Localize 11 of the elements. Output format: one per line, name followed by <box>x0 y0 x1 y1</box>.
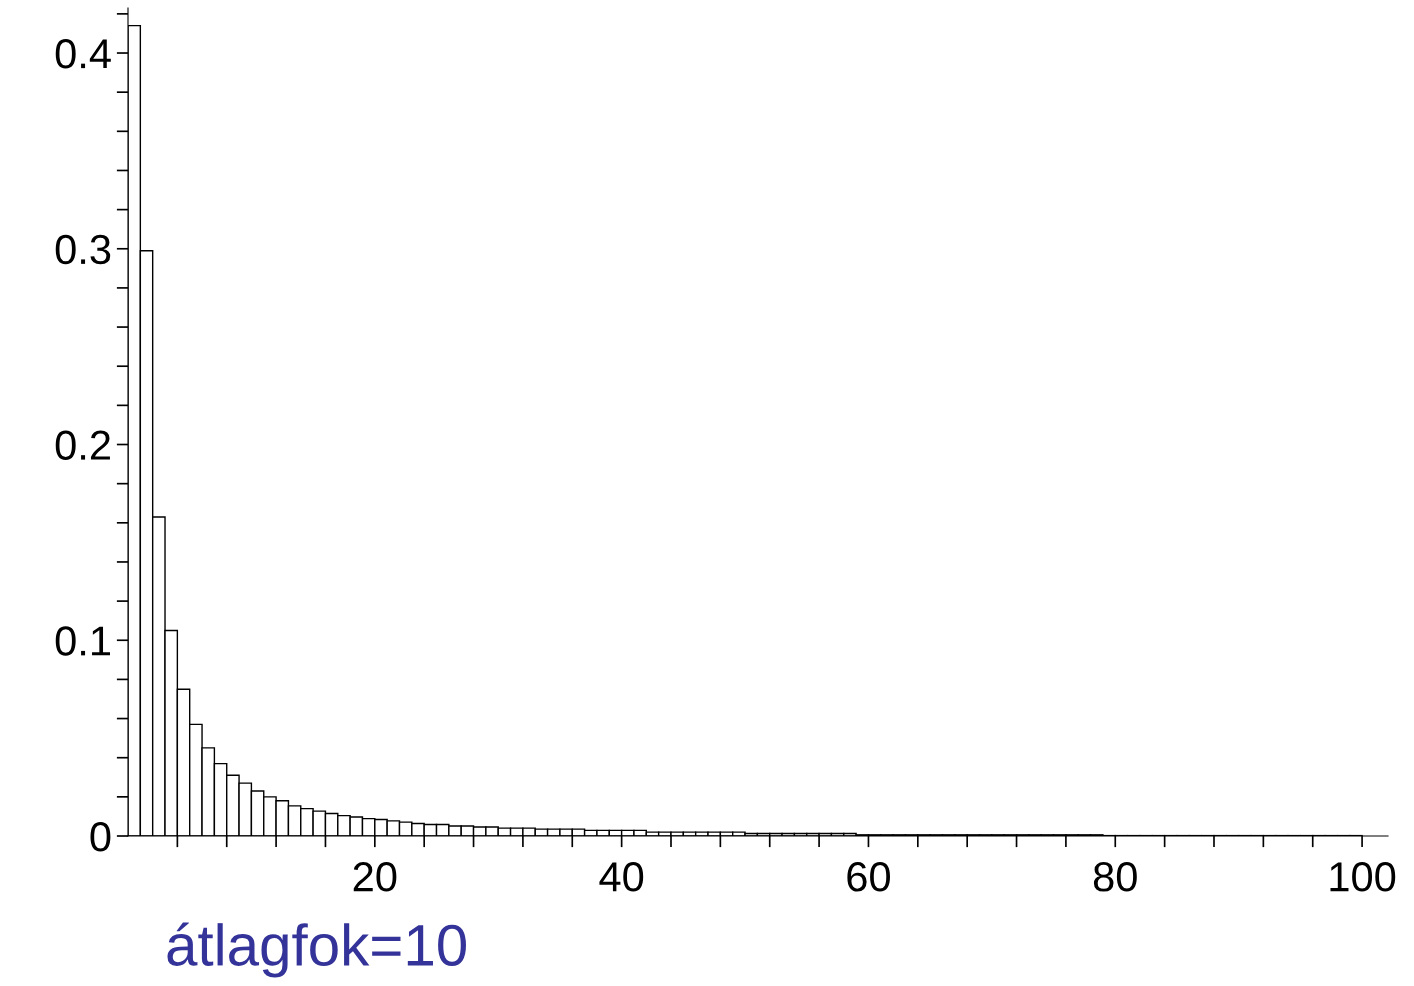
x-tick-label: 100 <box>1330 862 1396 892</box>
text: átlagfok=10 <box>167 922 466 978</box>
x-tick-label: 80 <box>1093 862 1137 892</box>
x-tick-label: 20 <box>353 862 397 892</box>
y-tick-label: 0 <box>90 822 111 852</box>
x-tick-label: 40 <box>599 862 644 892</box>
y-tick-label: 0.4 <box>55 39 111 69</box>
y-tick-label: 0.3 <box>55 234 111 265</box>
x-tick-label: 60 <box>847 862 890 892</box>
y-tick-label: 0.1 <box>55 626 110 656</box>
y-tick-label: 0.2 <box>55 430 110 461</box>
